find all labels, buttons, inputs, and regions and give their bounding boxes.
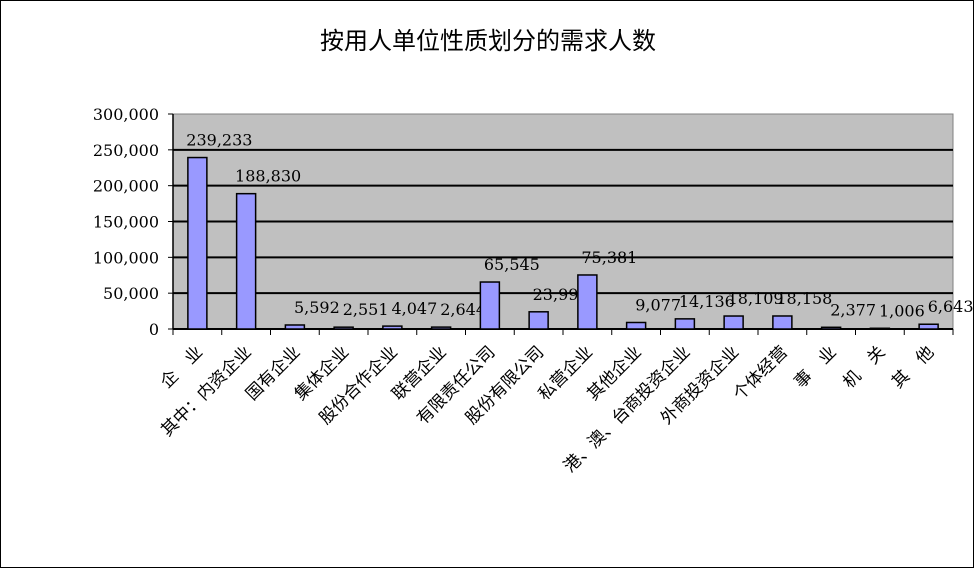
data-label: 5,592 — [294, 298, 340, 317]
y-tick-label: 300,000 — [93, 105, 159, 124]
x-tick-label: 机 关 — [839, 342, 889, 392]
data-label: 65,545 — [484, 255, 540, 274]
x-tick-label: 其 他 — [888, 342, 938, 392]
data-label: 239,233 — [186, 131, 252, 150]
data-label: 2,377 — [830, 300, 876, 319]
y-tick-label: 150,000 — [93, 213, 159, 232]
x-tick-label: 个体经营 — [730, 342, 792, 404]
data-label: 14,136 — [679, 292, 735, 311]
chart-title: 按用人单位性质划分的需求人数 — [320, 27, 656, 55]
data-label: 18,158 — [776, 289, 832, 308]
bar — [869, 327, 891, 330]
bar — [235, 192, 257, 330]
bar — [479, 281, 501, 330]
y-tick-label: 0 — [149, 320, 159, 339]
bar — [528, 311, 549, 330]
data-label: 1,006 — [879, 301, 925, 320]
bar — [333, 326, 354, 330]
y-tick-label: 50,000 — [103, 284, 159, 303]
bar — [723, 315, 744, 330]
y-tick-label: 100,000 — [93, 248, 159, 267]
data-label: 2,551 — [343, 300, 389, 319]
bar — [674, 318, 696, 330]
data-label: 188,830 — [235, 167, 301, 186]
data-label: 2,644 — [440, 300, 486, 319]
bar — [382, 325, 403, 330]
bar — [577, 274, 598, 330]
bar — [918, 323, 939, 330]
data-label: 18,109 — [728, 289, 784, 308]
data-label: 6,643 — [928, 297, 973, 316]
y-tick-label: 200,000 — [93, 177, 159, 196]
bar — [820, 326, 842, 330]
data-label: 23,993 — [533, 285, 589, 304]
data-label: 75,381 — [581, 248, 637, 267]
data-label: 9,077 — [635, 295, 681, 314]
x-tick-label: 事 业 — [790, 342, 840, 392]
bar — [284, 324, 306, 330]
bar — [772, 315, 793, 330]
y-tick-label: 250,000 — [93, 141, 159, 160]
bar — [625, 321, 647, 330]
bar — [430, 326, 452, 330]
data-label: 4,047 — [391, 299, 437, 318]
bar — [187, 156, 208, 330]
x-tick-label: 其中：内资企业 — [157, 342, 255, 440]
